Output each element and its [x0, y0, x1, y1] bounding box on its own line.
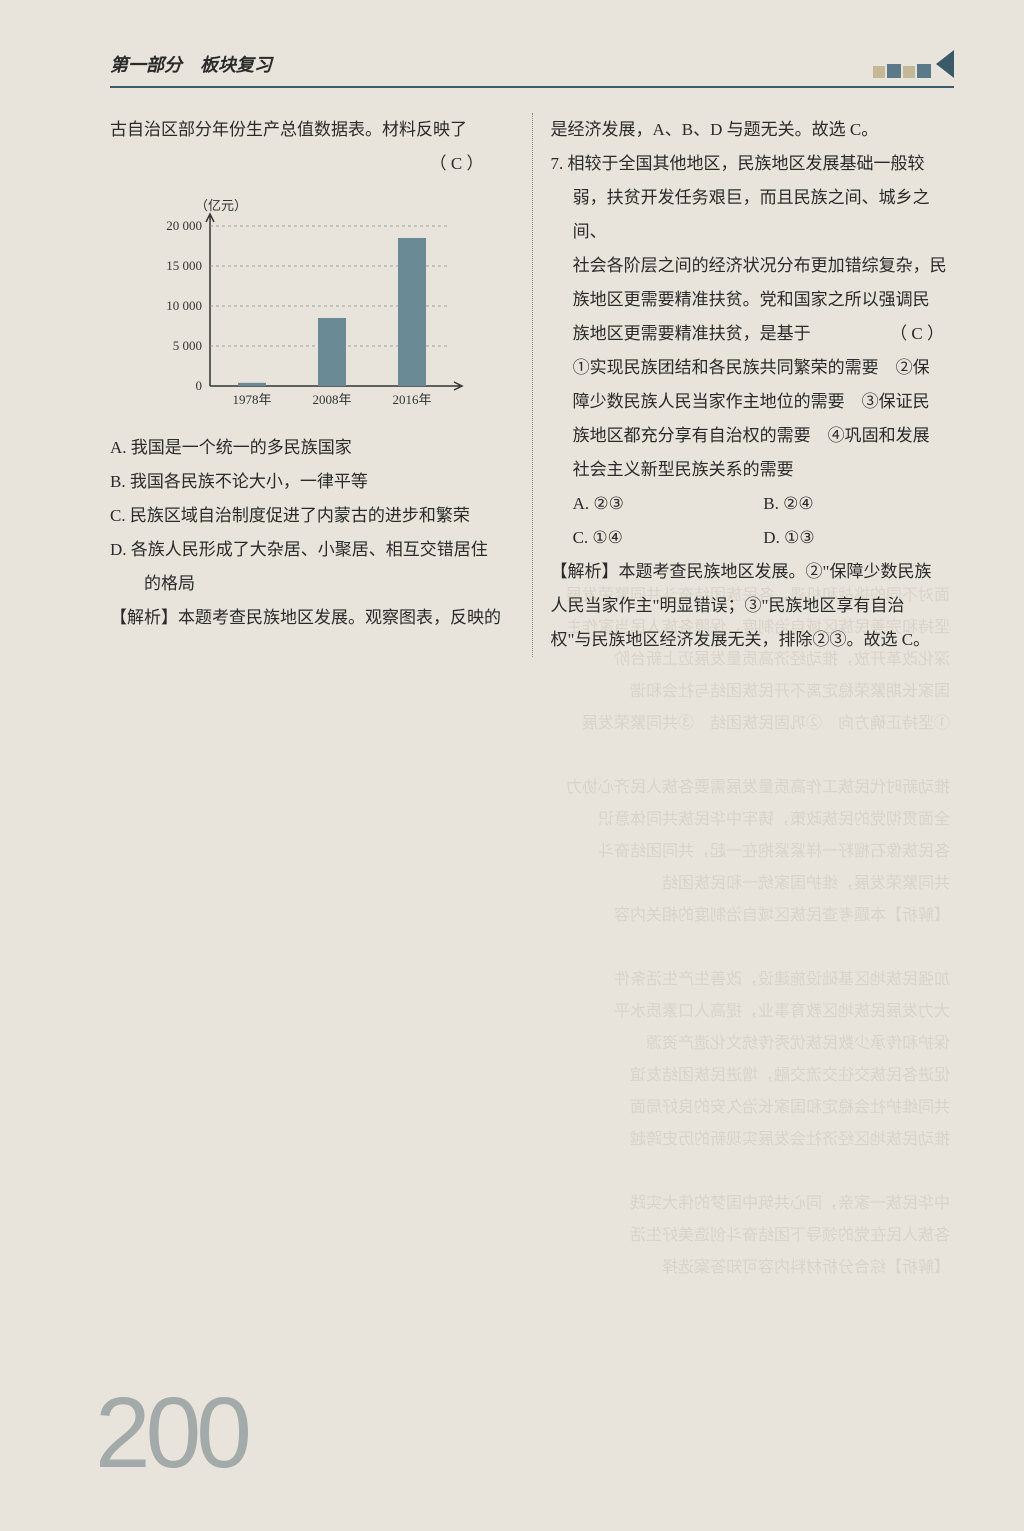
ytick: 15 000	[166, 258, 202, 273]
header-logo-icon	[873, 50, 954, 78]
q7-text-l5: 族地区更需要精准扶贫，是基于 （ C ）	[551, 317, 955, 351]
q6-option-d-l2: 的格局	[110, 567, 514, 601]
xtick: 2008年	[312, 392, 351, 407]
bar-chart: （亿元） 0 5 000 10 000 15 000 20	[140, 196, 470, 416]
ytick: 5 000	[173, 338, 202, 353]
q6-answer: （ C ）	[110, 147, 514, 181]
q7-text-l7: 障少数民族人民当家作主地位的需要 ③保证民	[551, 385, 955, 419]
q7-answer: （ C ）	[890, 317, 954, 351]
ytick: 20 000	[166, 218, 202, 233]
q6-intro: 古自治区部分年份生产总值数据表。材料反映了	[110, 113, 514, 147]
q7-option-c: C. ①④	[573, 521, 764, 555]
ghost-bleedthrough: 面对不同的挑战和机遇，各民族团结奋斗共同繁荣发展 坚持和完善民族区域自治制度，保…	[110, 580, 950, 1284]
q7-option-b: B. ②④	[763, 487, 954, 521]
q7-text-l8: 族地区都充分享有自治权的需要 ④巩固和发展	[551, 419, 955, 453]
page-header: 第一部分 板块复习	[110, 50, 954, 88]
bar-1978	[238, 383, 266, 386]
q6-option-b: B. 我国各民族不论大小，一律平等	[110, 465, 514, 499]
q7-text-l9: 社会主义新型民族关系的需要	[551, 453, 955, 487]
q6-analysis-cont: 是经济发展，A、B、D 与题无关。故选 C。	[551, 113, 955, 147]
q7-line1: 7. 相较于全国其他地区，民族地区发展基础一般较	[551, 147, 955, 181]
q6-analysis: 【解析】本题考查民族地区发展。观察图表，反映的	[110, 601, 514, 635]
q7-analysis-l3: 权"与民族地区经济发展无关，排除②③。故选 C。	[551, 623, 955, 657]
q7-option-d: D. ①③	[763, 521, 954, 555]
bar-2008	[318, 318, 346, 386]
ytick: 0	[196, 378, 203, 393]
left-column: 古自治区部分年份生产总值数据表。材料反映了 （ C ） （亿元）	[110, 113, 533, 657]
content-columns: 古自治区部分年份生产总值数据表。材料反映了 （ C ） （亿元）	[110, 113, 954, 657]
xtick: 1978年	[232, 392, 271, 407]
q7-text-l3: 社会各阶层之间的经济状况分布更加错综复杂，民	[551, 249, 955, 283]
bar-2016	[398, 238, 426, 386]
q7-text-l4: 族地区更需要精准扶贫。党和国家之所以强调民	[551, 283, 955, 317]
q7-analysis-l1: 【解析】本题考查民族地区发展。②"保障少数民族	[551, 555, 955, 589]
q7-number: 7.	[551, 147, 564, 181]
q7-text-l2: 弱，扶贫开发任务艰巨，而且民族之间、城乡之间、	[551, 181, 955, 249]
q6-option-d-l1: D. 各族人民形成了大杂居、小聚居、相互交错居住	[110, 533, 514, 567]
chart-svg: （亿元） 0 5 000 10 000 15 000 20	[140, 196, 470, 416]
page-number: 200	[95, 1376, 247, 1491]
header-title: 第一部分 板块复习	[110, 51, 272, 77]
q7-text-l5a: 族地区更需要精准扶贫，是基于	[573, 317, 811, 351]
ytick: 10 000	[166, 298, 202, 313]
right-column: 是经济发展，A、B、D 与题无关。故选 C。 7. 相较于全国其他地区，民族地区…	[533, 113, 955, 657]
q6-option-a: A. 我国是一个统一的多民族国家	[110, 431, 514, 465]
q7-analysis-l2: 人民当家作主"明显错误；③"民族地区享有自治	[551, 589, 955, 623]
q7-options-row1: A. ②③ B. ②④	[551, 487, 955, 521]
q7-options-row2: C. ①④ D. ①③	[551, 521, 955, 555]
q7-text-l1: 相较于全国其他地区，民族地区发展基础一般较	[568, 154, 925, 173]
q7-text-l6: ①实现民族团结和各民族共同繁荣的需要 ②保	[551, 351, 955, 385]
y-axis-unit: （亿元）	[195, 198, 247, 213]
xtick: 2016年	[392, 392, 431, 407]
q7-option-a: A. ②③	[573, 487, 764, 521]
q6-option-c: C. 民族区域自治制度促进了内蒙古的进步和繁荣	[110, 499, 514, 533]
